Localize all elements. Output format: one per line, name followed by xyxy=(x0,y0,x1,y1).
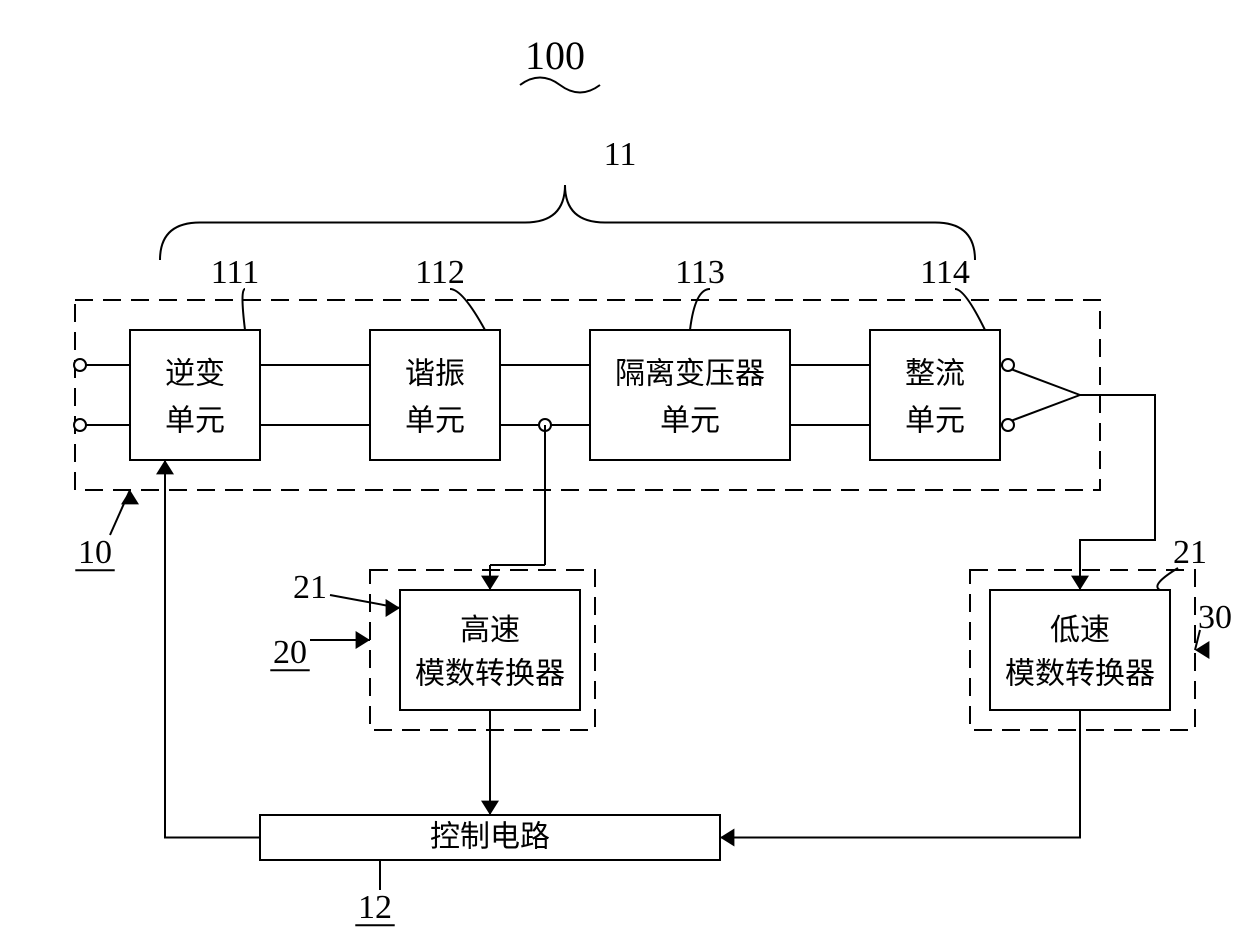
svg-text:单元: 单元 xyxy=(405,404,465,437)
svg-text:111: 111 xyxy=(211,254,259,291)
svg-text:模数转换器: 模数转换器 xyxy=(415,657,565,690)
box-adc-hi xyxy=(400,590,580,710)
svg-text:30: 30 xyxy=(1198,599,1232,636)
svg-text:21: 21 xyxy=(1173,534,1207,571)
svg-text:单元: 单元 xyxy=(660,404,720,437)
svg-text:单元: 单元 xyxy=(165,404,225,437)
svg-text:低速: 低速 xyxy=(1050,614,1110,647)
svg-text:控制电路: 控制电路 xyxy=(430,820,550,853)
svg-text:模数转换器: 模数转换器 xyxy=(1005,657,1155,690)
box-113 xyxy=(590,330,790,460)
svg-text:114: 114 xyxy=(920,254,970,291)
box-112 xyxy=(370,330,500,460)
box-111 xyxy=(130,330,260,460)
svg-text:单元: 单元 xyxy=(905,404,965,437)
svg-text:谐振: 谐振 xyxy=(405,358,465,391)
svg-text:11: 11 xyxy=(604,136,637,173)
svg-text:10: 10 xyxy=(78,534,112,571)
input-terminal-bot xyxy=(74,419,86,431)
svg-text:20: 20 xyxy=(273,634,307,671)
box-114 xyxy=(870,330,1000,460)
svg-text:12: 12 xyxy=(358,889,392,926)
svg-text:21: 21 xyxy=(293,569,327,606)
diagram-stage: 100 11 逆变单元 谐振单元 隔离变压器单元 整流单元 111 112 113 114 高速模数… xyxy=(0,0,1240,948)
input-terminal-top xyxy=(74,359,86,371)
svg-text:112: 112 xyxy=(415,254,465,291)
svg-text:113: 113 xyxy=(675,254,725,291)
svg-text:整流: 整流 xyxy=(905,358,965,391)
svg-text:隔离变压器: 隔离变压器 xyxy=(615,358,765,391)
box-adc-lo xyxy=(990,590,1170,710)
svg-text:高速: 高速 xyxy=(460,614,520,647)
svg-text:逆变: 逆变 xyxy=(165,358,225,391)
svg-text:100: 100 xyxy=(525,33,585,78)
